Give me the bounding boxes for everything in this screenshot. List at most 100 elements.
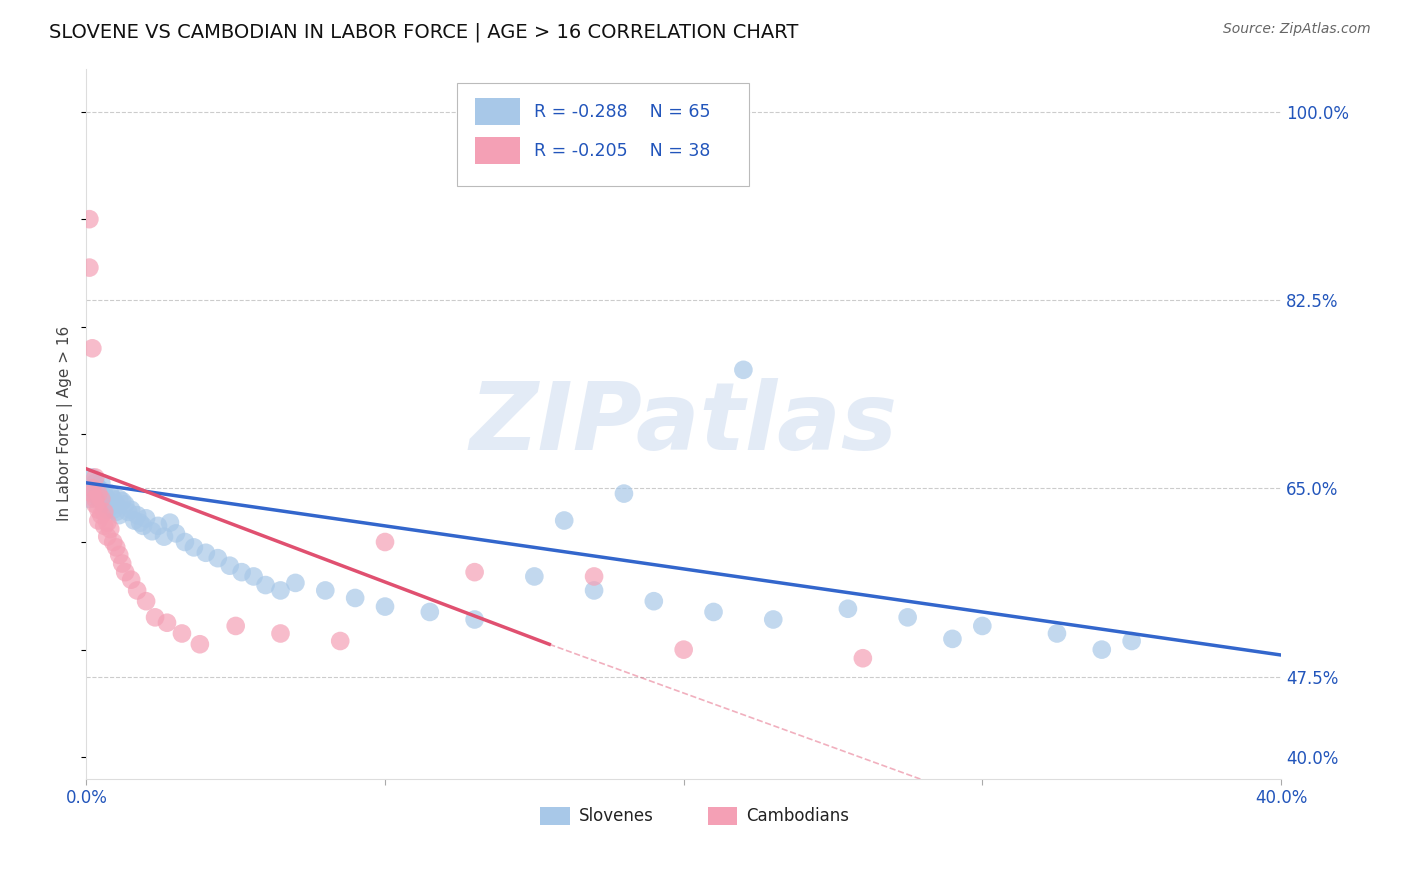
- Text: Slovenes: Slovenes: [578, 806, 654, 825]
- Point: [174, 535, 197, 549]
- Point: [93, 505, 115, 519]
- Point: [84, 470, 107, 484]
- Point: [96, 530, 118, 544]
- Point: [79, 212, 101, 227]
- Point: [96, 516, 118, 530]
- Point: [127, 583, 149, 598]
- Point: [84, 491, 107, 506]
- Point: [837, 601, 859, 615]
- Point: [105, 505, 128, 519]
- Text: Cambodians: Cambodians: [745, 806, 849, 825]
- Point: [87, 502, 110, 516]
- Point: [82, 486, 104, 500]
- Point: [103, 502, 125, 516]
- Point: [419, 605, 441, 619]
- Point: [90, 508, 112, 522]
- Point: [98, 522, 121, 536]
- Point: [583, 569, 606, 583]
- Point: [344, 591, 367, 605]
- Point: [269, 626, 291, 640]
- Point: [170, 626, 193, 640]
- Point: [374, 599, 396, 614]
- Text: Source: ZipAtlas.com: Source: ZipAtlas.com: [1223, 22, 1371, 37]
- Point: [135, 511, 157, 525]
- Point: [103, 491, 125, 506]
- Point: [972, 619, 994, 633]
- Point: [82, 470, 104, 484]
- Point: [93, 486, 115, 500]
- Point: [254, 578, 277, 592]
- Point: [87, 481, 110, 495]
- Point: [329, 634, 352, 648]
- Point: [314, 583, 336, 598]
- Point: [111, 557, 134, 571]
- Point: [90, 475, 112, 490]
- Point: [135, 594, 157, 608]
- Point: [269, 583, 291, 598]
- Point: [129, 516, 152, 530]
- Point: [1121, 634, 1143, 648]
- Point: [762, 613, 785, 627]
- FancyBboxPatch shape: [707, 807, 737, 825]
- Point: [90, 491, 112, 506]
- Point: [613, 486, 636, 500]
- Point: [87, 491, 110, 506]
- Point: [374, 535, 396, 549]
- Point: [218, 558, 240, 573]
- FancyBboxPatch shape: [457, 83, 749, 186]
- Point: [165, 526, 187, 541]
- Point: [143, 610, 166, 624]
- Point: [98, 497, 121, 511]
- Point: [111, 494, 134, 508]
- Point: [523, 569, 546, 583]
- Point: [79, 260, 101, 275]
- Point: [79, 491, 101, 506]
- Point: [108, 491, 131, 506]
- Point: [82, 481, 104, 495]
- Point: [153, 530, 176, 544]
- Text: R = -0.205    N = 38: R = -0.205 N = 38: [534, 142, 710, 160]
- Point: [183, 541, 205, 555]
- Point: [108, 508, 131, 522]
- Point: [1091, 642, 1114, 657]
- Point: [120, 502, 142, 516]
- Point: [120, 573, 142, 587]
- Point: [733, 363, 755, 377]
- Point: [225, 619, 247, 633]
- Point: [127, 508, 149, 522]
- Point: [82, 481, 104, 495]
- Point: [105, 497, 128, 511]
- Point: [117, 505, 139, 519]
- Point: [96, 491, 118, 506]
- Point: [672, 642, 695, 657]
- Point: [114, 497, 136, 511]
- Point: [84, 497, 107, 511]
- Point: [84, 475, 107, 490]
- Point: [1046, 626, 1069, 640]
- Point: [941, 632, 963, 646]
- Text: R = -0.288    N = 65: R = -0.288 N = 65: [534, 103, 711, 120]
- Point: [464, 565, 486, 579]
- Point: [82, 341, 104, 355]
- Y-axis label: In Labor Force | Age > 16: In Labor Force | Age > 16: [58, 326, 73, 521]
- FancyBboxPatch shape: [475, 98, 520, 126]
- Point: [231, 565, 253, 579]
- Point: [207, 551, 229, 566]
- Point: [108, 548, 131, 562]
- Point: [643, 594, 665, 608]
- Point: [103, 535, 125, 549]
- Point: [194, 546, 217, 560]
- Point: [242, 569, 264, 583]
- Point: [156, 615, 179, 630]
- Point: [897, 610, 920, 624]
- Point: [132, 519, 155, 533]
- Point: [87, 486, 110, 500]
- Point: [96, 502, 118, 516]
- Point: [146, 519, 169, 533]
- Point: [93, 497, 115, 511]
- Point: [141, 524, 163, 539]
- Point: [583, 583, 606, 598]
- FancyBboxPatch shape: [475, 137, 520, 164]
- Point: [159, 516, 181, 530]
- FancyBboxPatch shape: [540, 807, 571, 825]
